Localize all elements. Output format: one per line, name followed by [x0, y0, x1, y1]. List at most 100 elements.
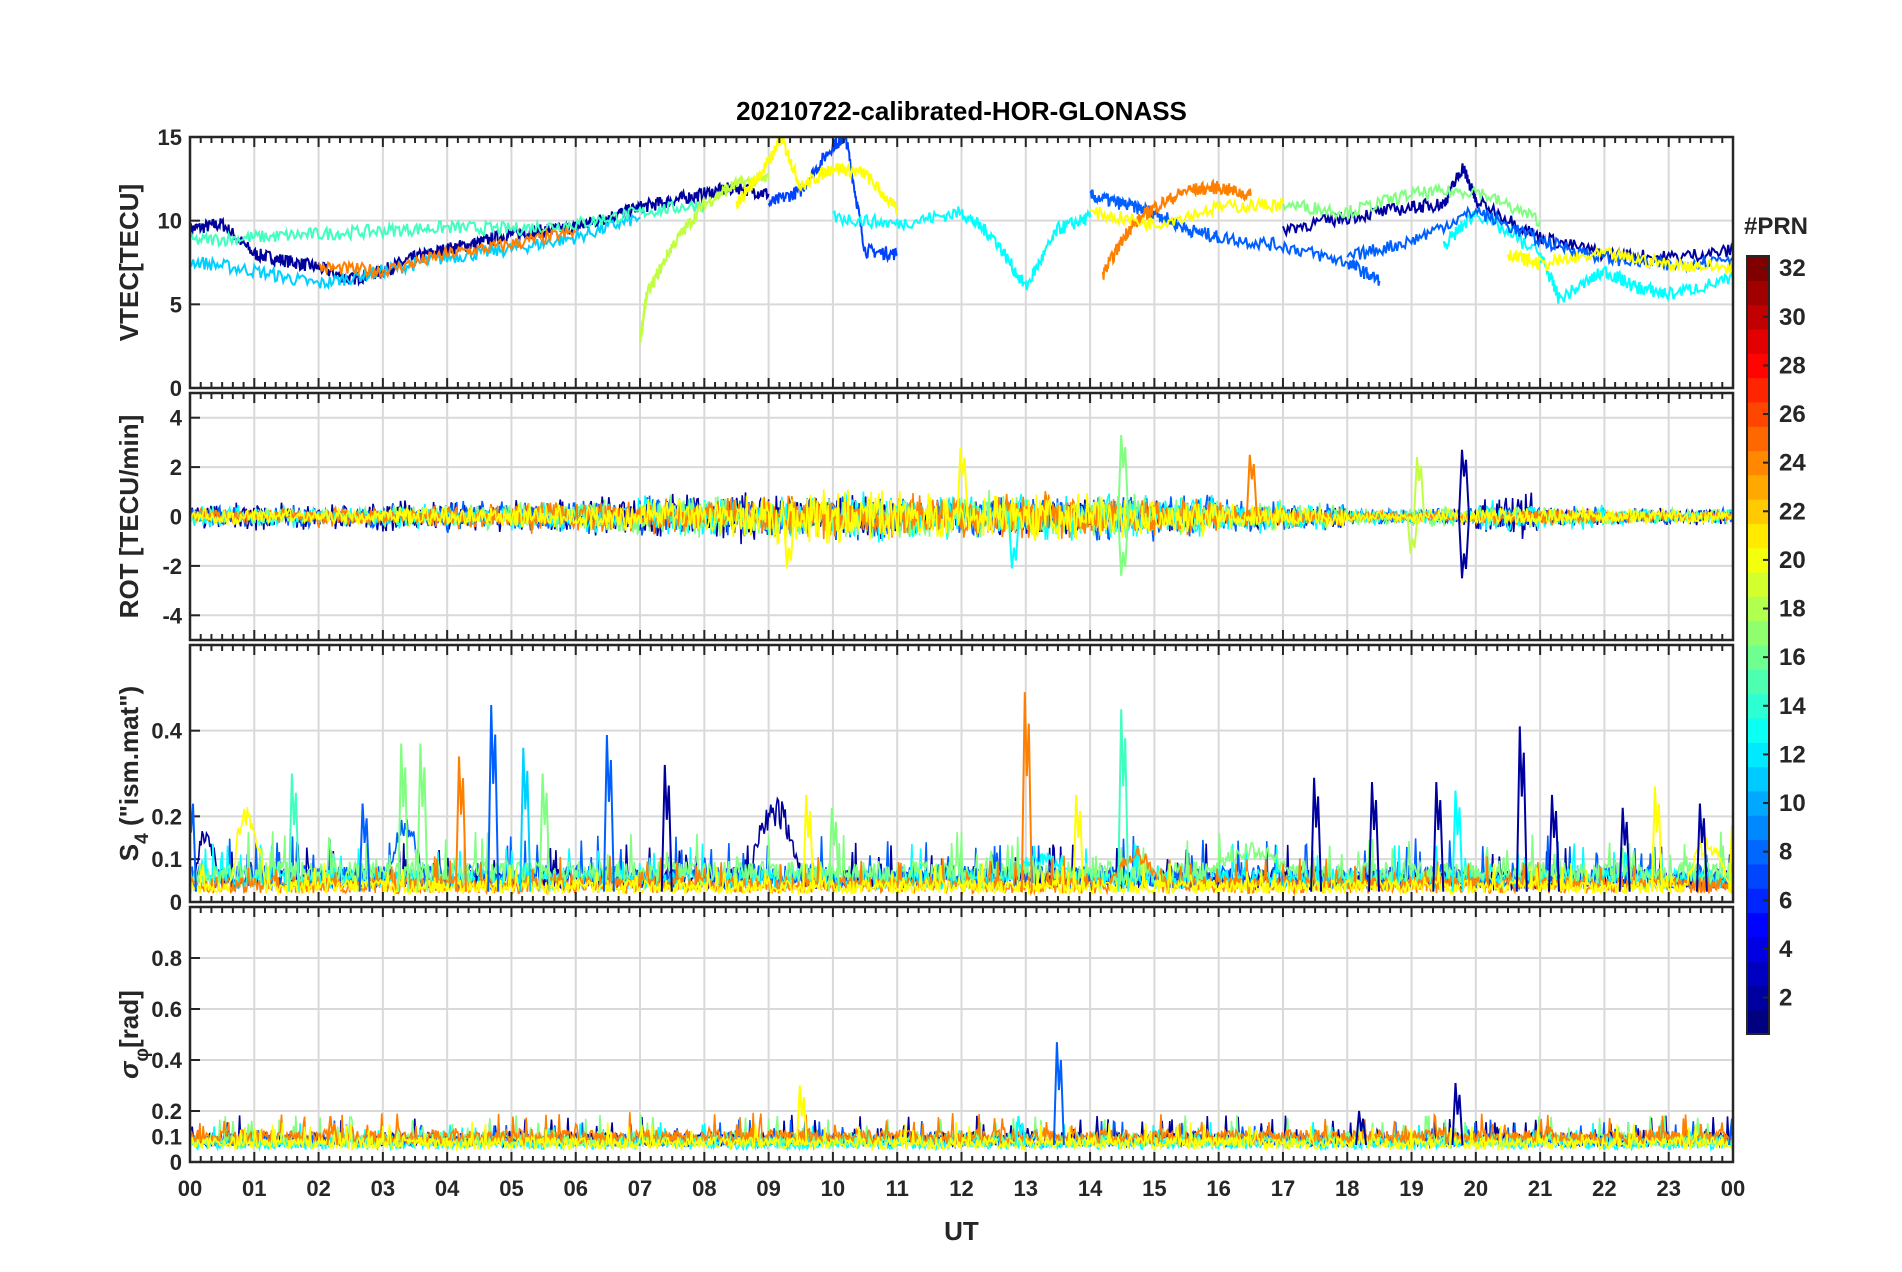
- panel-vtec: 0 5 10 15 VTEC[TECU]: [114, 125, 1735, 401]
- spike-mark: [455, 756, 467, 892]
- panel-frame: [188, 643, 1735, 904]
- spike-mark: [782, 516, 795, 569]
- series-line: [1442, 209, 1733, 304]
- spike-mark: [397, 743, 410, 892]
- colorbar-cell: [1747, 596, 1769, 622]
- colorbar-cell: [1747, 426, 1769, 452]
- colorbar-cell: [1747, 256, 1769, 281]
- spike-mark: [1695, 803, 1708, 892]
- colorbar-cell: [1747, 401, 1769, 427]
- y-tick-label: 2: [170, 455, 182, 480]
- x-tick-label: 16: [1206, 1176, 1230, 1201]
- spike-mark: [1355, 1110, 1368, 1146]
- colorbar-tick-label: 22: [1779, 498, 1806, 525]
- colorbar-cell: [1747, 353, 1769, 379]
- colorbar-cell: [1747, 839, 1769, 865]
- y-tick-label: 0: [170, 1150, 182, 1175]
- x-tick-label: 22: [1592, 1176, 1616, 1201]
- colorbar-tick-label: 2: [1779, 985, 1792, 1012]
- spike-mark: [1007, 516, 1020, 569]
- x-tick-label: 17: [1271, 1176, 1295, 1201]
- series-line: [190, 807, 1733, 897]
- spike-mark: [326, 1115, 339, 1146]
- y-tick-label: 10: [158, 209, 182, 234]
- y-tick-label: 0: [170, 890, 182, 915]
- colorbar-cell: [1747, 450, 1769, 476]
- x-tick-label: 01: [242, 1176, 266, 1201]
- x-tick-label: 07: [628, 1176, 652, 1201]
- x-tick-label: 23: [1656, 1176, 1680, 1201]
- y-tick-label: 4: [170, 406, 183, 431]
- spike-mark: [1728, 1118, 1733, 1146]
- x-tick-label: 06: [564, 1176, 588, 1201]
- y-tick-label: 0.8: [151, 946, 182, 971]
- colorbar-cell: [1747, 523, 1769, 549]
- colorbar-cell: [1747, 645, 1769, 670]
- x-tick-label: 00: [178, 1176, 202, 1201]
- y-tick-label: 5: [170, 292, 182, 317]
- colorbar-cell: [1747, 1009, 1769, 1035]
- spike-mark: [487, 704, 500, 892]
- y-tick-label: 15: [158, 125, 182, 150]
- x-tick-label: 12: [949, 1176, 973, 1201]
- colorbar-cell: [1747, 620, 1769, 646]
- colorbar-tick-label: 28: [1779, 352, 1806, 379]
- colorbar-tick-label: 12: [1779, 741, 1806, 768]
- colorbar-tick-label: 24: [1779, 450, 1806, 477]
- spike-mark: [1618, 807, 1631, 892]
- x-tick-label: 03: [371, 1176, 395, 1201]
- colorbar-cell: [1747, 790, 1769, 816]
- colorbar-cell: [1747, 912, 1769, 938]
- spike-mark: [795, 1085, 808, 1146]
- y-axis-title: σφ[rad]: [114, 990, 153, 1079]
- x-tick-label: 11: [886, 1176, 909, 1201]
- y-axis-title-sub: φ: [132, 1048, 153, 1062]
- colorbar-tick-label: 20: [1779, 547, 1806, 574]
- colorbar-tick-label: 10: [1779, 790, 1806, 817]
- colorbar-cell: [1747, 328, 1769, 354]
- spike-mark: [1451, 1082, 1464, 1146]
- colorbar-cell: [1747, 985, 1769, 1011]
- y-tick-label: 0.6: [151, 997, 182, 1022]
- panel-data: [190, 1042, 1733, 1153]
- spike-mark: [1458, 516, 1470, 579]
- x-tick-label: 10: [821, 1176, 845, 1201]
- panel-rot: -4 -2 0 2 4 ROT [TECU/min]: [114, 391, 1735, 642]
- x-tick-label: 05: [499, 1176, 523, 1201]
- colorbar-label: #PRN: [1744, 213, 1808, 240]
- colorbar-cell: [1747, 863, 1769, 889]
- spike-mark: [602, 734, 615, 892]
- series-line: [1089, 189, 1381, 286]
- series-line: [832, 206, 1092, 291]
- colorbar-cell: [1747, 815, 1769, 841]
- series-line: [1507, 246, 1733, 275]
- colorbar-cell: [1747, 280, 1769, 306]
- colorbar-cell: [1747, 499, 1769, 525]
- spike-mark: [1245, 454, 1258, 517]
- panel-data: [190, 434, 1733, 579]
- spike-mark: [956, 447, 969, 517]
- x-tick-label: 18: [1335, 1176, 1359, 1201]
- spike-mark: [519, 747, 532, 892]
- series-line: [190, 489, 1733, 546]
- colorbar-tick-label: 6: [1779, 887, 1792, 914]
- y-tick-label: -2: [162, 554, 182, 579]
- panel-frame: [188, 135, 1735, 390]
- spike-mark: [1548, 794, 1560, 892]
- spike-mark: [1117, 709, 1130, 892]
- y-axis-title-main: σ: [114, 1060, 144, 1079]
- spike-mark: [1413, 457, 1425, 517]
- y-axis-title-sub: 4: [132, 833, 153, 844]
- spike-mark: [1458, 449, 1470, 517]
- spike-mark: [1650, 786, 1663, 892]
- colorbar-tick-label: 26: [1779, 401, 1806, 428]
- x-tick-label: 09: [756, 1176, 780, 1201]
- spike-mark: [1515, 726, 1528, 892]
- spike-mark: [1117, 434, 1130, 517]
- spike-mark: [416, 743, 429, 892]
- spike-mark: [1310, 777, 1323, 892]
- colorbar-cell: [1747, 304, 1769, 330]
- x-axis-title: UT: [944, 1216, 979, 1246]
- spike-mark: [1368, 782, 1380, 892]
- spike-mark: [802, 794, 815, 892]
